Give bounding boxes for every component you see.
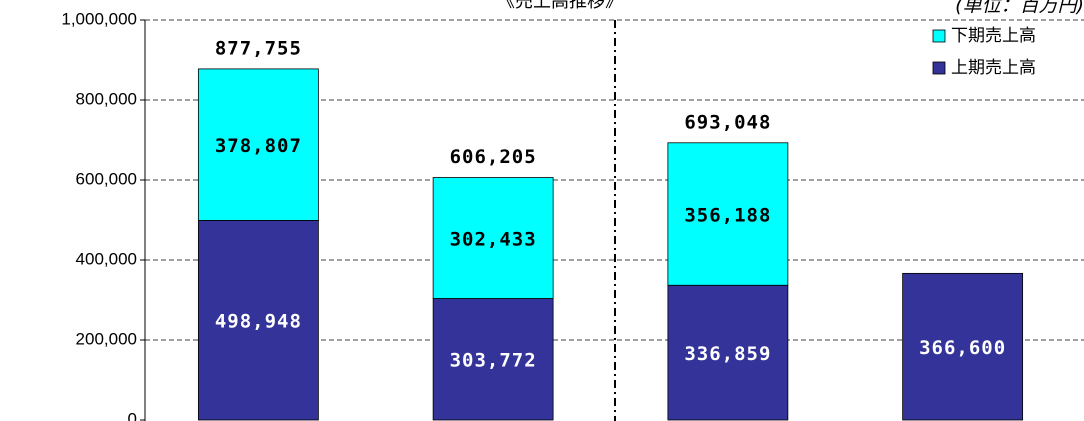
legend-label: 上期売上高 (951, 58, 1036, 78)
y-tick-label: 600,000 (76, 169, 137, 188)
legend-label: 下期売上高 (951, 26, 1036, 46)
value-label: 378,807 (215, 135, 302, 157)
value-label: 498,948 (215, 311, 302, 333)
y-tick-label: 1,000,000 (61, 9, 137, 28)
bar-segment (197, 220, 319, 421)
value-label: 366,600 (919, 337, 1006, 359)
value-label: 356,188 (684, 205, 771, 227)
bar-segment (197, 68, 319, 221)
bar-segment (902, 272, 1024, 421)
value-label: 336,859 (684, 343, 771, 365)
value-label: 303,772 (450, 350, 537, 372)
total-label: 606,205 (450, 146, 537, 168)
y-tick-label: 200,000 (76, 329, 137, 348)
y-tick-label: 400,000 (76, 249, 137, 268)
y-tick-label: 0 (128, 409, 137, 421)
unit-label: (単位：百万円) (955, 0, 1084, 17)
bar-segment (667, 142, 789, 286)
legend-swatch (932, 61, 946, 75)
total-label: 877,755 (215, 37, 302, 59)
chart-title: 《売上高推移》 (497, 0, 623, 12)
y-tick-label: 800,000 (76, 89, 137, 108)
total-label: 693,048 (684, 111, 771, 133)
value-label: 302,433 (450, 229, 537, 251)
bar-segment (432, 177, 554, 299)
legend-swatch (932, 29, 946, 43)
